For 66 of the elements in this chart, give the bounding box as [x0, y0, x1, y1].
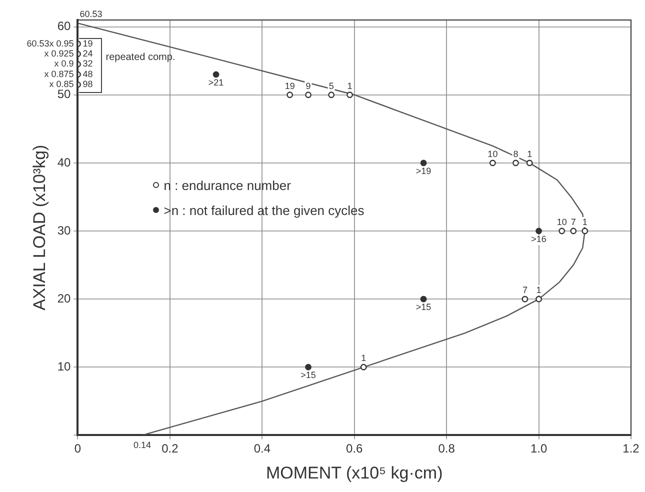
point [286, 92, 294, 98]
point [522, 296, 528, 302]
annotation: x 0.875 [44, 68, 74, 79]
annotation: 10 [488, 148, 498, 159]
y-tick-label: 30 [57, 223, 72, 238]
point [420, 160, 427, 166]
annotation: 19 [284, 80, 295, 91]
point [305, 364, 312, 370]
point [328, 92, 335, 98]
x-tick-label: 1.2 [622, 442, 640, 456]
x-tick-label: 0.4 [254, 442, 271, 456]
annotation: 1 [361, 353, 366, 364]
annotation: 1 [582, 216, 588, 227]
x-axis-title: MOMENT (x10⁵ kg·cm) [266, 463, 443, 482]
annotation: 98 [82, 79, 93, 90]
point [570, 228, 577, 234]
x-tick-label: 0.6 [346, 442, 364, 456]
annotation: >15 [416, 302, 432, 312]
point [420, 296, 427, 302]
point [536, 296, 542, 302]
annotation: 24 [82, 48, 93, 59]
point [512, 160, 519, 166]
annotation: 1 [536, 285, 542, 296]
legend-label: >n : not failured at the given cycles [164, 202, 364, 218]
annotation: 32 [82, 58, 93, 69]
y-tick-label: 40 [57, 155, 72, 170]
y-tick-label: 10 [57, 359, 72, 374]
point [526, 160, 533, 166]
x-tick-label: 0 [74, 442, 82, 456]
point [489, 160, 496, 166]
annotation: 9 [306, 80, 311, 91]
point [582, 228, 588, 234]
annotation: 7 [570, 216, 576, 227]
x-tick-label: 1.0 [530, 442, 548, 456]
point [305, 92, 312, 98]
annotation: 1 [527, 148, 532, 159]
y-tick-label: 60 [57, 19, 72, 34]
annotation: >15 [300, 370, 316, 380]
point [360, 364, 367, 370]
annotation: x 0.85 [49, 79, 74, 90]
legend-label: n : endurance number [164, 178, 291, 193]
annotation: 60.53 [80, 9, 102, 20]
annotation: 48 [82, 68, 93, 79]
annotation: 0.14 [134, 440, 152, 450]
annotation: 1 [347, 80, 352, 91]
y-axis-title: AXIAL LOAD (x10³kg) [30, 144, 49, 310]
annotation: 10 [556, 216, 567, 227]
annotation: x 0.9 [54, 58, 74, 69]
annotation: >21 [208, 77, 224, 88]
annotation: 5 [328, 80, 334, 91]
annotation: 19 [82, 38, 93, 48]
y-tick-label: 20 [57, 291, 72, 306]
annotation: 7 [522, 285, 528, 296]
annotation: >19 [416, 166, 432, 176]
annotation: 8 [513, 148, 518, 159]
annotation: repeated comp. [106, 52, 176, 64]
annotation: x 0.925 [44, 48, 74, 59]
y-tick-label: 50 [57, 87, 72, 102]
x-tick-label: 0.2 [162, 442, 179, 456]
annotation: >16 [531, 234, 546, 244]
point [212, 71, 220, 78]
x-tick-label: 0.8 [438, 442, 456, 456]
annotation: 60.53x 0.95 [26, 38, 74, 48]
point [346, 92, 353, 98]
point [536, 228, 542, 234]
point [558, 228, 566, 234]
